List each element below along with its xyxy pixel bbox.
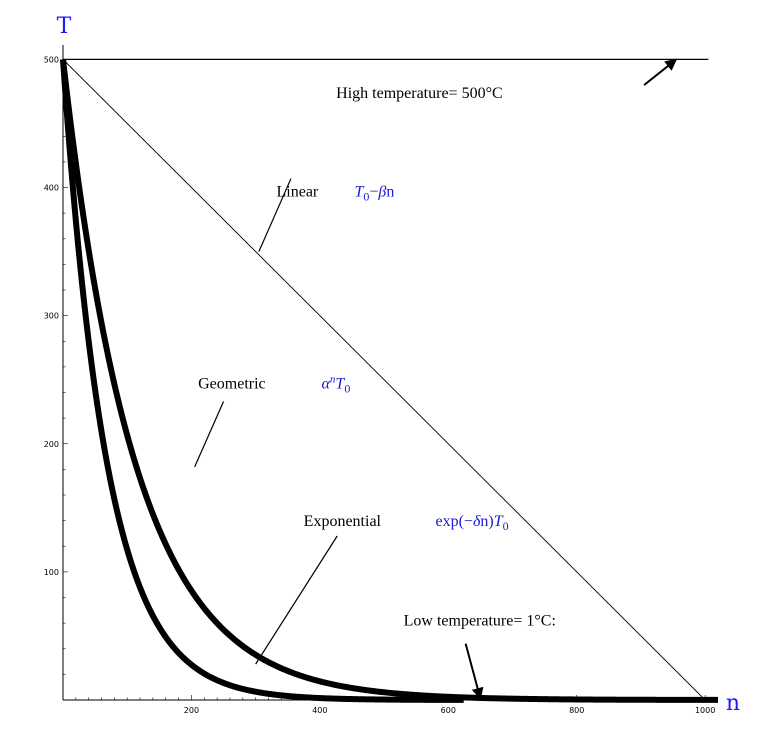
annotation-arrows: [464, 58, 678, 700]
y-tick-label: 300: [44, 312, 59, 321]
linear-curve: [62, 59, 706, 701]
annotation-pointers: [194, 178, 338, 665]
y-tick-label: 400: [44, 184, 59, 193]
y-tick-label: 500: [44, 55, 59, 64]
x-axis-label: n: [726, 691, 740, 716]
y-tick-label: 200: [44, 440, 59, 449]
y-tick-label: 100: [44, 568, 59, 577]
geometric-label: Geometric: [198, 376, 266, 393]
linear-pointer: [258, 178, 292, 252]
geometric-pointer: [194, 401, 225, 468]
x-tick-label: 1000: [695, 706, 715, 715]
y-ticks: 100 200 300 400 500: [44, 55, 68, 675]
linear-formula: T0−βn: [354, 183, 394, 203]
exponential-pointer: [255, 535, 338, 665]
x-tick-label: 800: [569, 706, 584, 715]
geometric-formula: αnT0: [322, 374, 351, 396]
annotation-labels: High temperature= 500°C Linear T0−βn Geomet…: [198, 85, 556, 630]
high-label: High temperature= 500°C: [336, 85, 503, 102]
x-tick-label: 400: [312, 706, 327, 715]
exponential-curve: [60, 59, 466, 703]
linear-label: Linear: [277, 183, 319, 200]
high-temperature-arrow: [643, 58, 678, 86]
exponential-label: Exponential: [304, 513, 382, 530]
series-group: [60, 59, 720, 703]
y-axis-label: T: [57, 14, 72, 39]
exponential-formula: exp(−δn)T0: [435, 513, 508, 533]
x-tick-label: 200: [184, 706, 199, 715]
geometric-curve: [60, 59, 720, 703]
low-temperature-arrow: [464, 643, 484, 700]
low-label: Low temperature= 1°C:: [404, 613, 556, 630]
x-tick-label: 600: [441, 706, 456, 715]
